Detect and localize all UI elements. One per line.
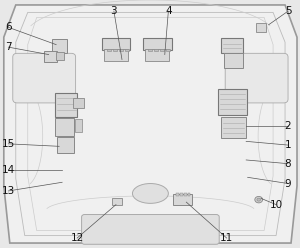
FancyBboxPatch shape bbox=[75, 119, 82, 132]
FancyBboxPatch shape bbox=[107, 49, 111, 51]
FancyBboxPatch shape bbox=[256, 23, 266, 32]
FancyBboxPatch shape bbox=[13, 53, 76, 103]
Text: 7: 7 bbox=[5, 42, 12, 52]
FancyBboxPatch shape bbox=[44, 51, 57, 62]
Text: 1: 1 bbox=[285, 140, 291, 150]
FancyBboxPatch shape bbox=[188, 193, 190, 196]
Text: 5: 5 bbox=[285, 6, 291, 16]
Text: 9: 9 bbox=[285, 179, 291, 188]
Text: 12: 12 bbox=[70, 233, 84, 243]
FancyBboxPatch shape bbox=[145, 49, 169, 61]
FancyBboxPatch shape bbox=[102, 38, 130, 50]
FancyBboxPatch shape bbox=[143, 38, 172, 50]
FancyBboxPatch shape bbox=[180, 193, 183, 196]
FancyBboxPatch shape bbox=[184, 193, 187, 196]
Polygon shape bbox=[4, 5, 297, 243]
FancyBboxPatch shape bbox=[154, 49, 158, 51]
Text: 11: 11 bbox=[220, 233, 233, 243]
FancyBboxPatch shape bbox=[166, 49, 170, 51]
FancyBboxPatch shape bbox=[112, 198, 122, 205]
FancyBboxPatch shape bbox=[82, 215, 219, 244]
FancyBboxPatch shape bbox=[57, 137, 74, 153]
FancyBboxPatch shape bbox=[218, 89, 247, 115]
Text: 8: 8 bbox=[285, 159, 291, 169]
FancyBboxPatch shape bbox=[56, 52, 64, 60]
Ellipse shape bbox=[133, 184, 168, 203]
FancyBboxPatch shape bbox=[148, 49, 152, 51]
FancyBboxPatch shape bbox=[221, 117, 245, 138]
Text: 2: 2 bbox=[285, 122, 291, 131]
Text: 3: 3 bbox=[111, 6, 117, 16]
FancyBboxPatch shape bbox=[52, 39, 67, 53]
Circle shape bbox=[257, 198, 260, 201]
FancyBboxPatch shape bbox=[113, 49, 117, 51]
FancyBboxPatch shape bbox=[224, 53, 243, 68]
Text: 10: 10 bbox=[269, 200, 283, 210]
FancyBboxPatch shape bbox=[221, 38, 243, 53]
Text: 15: 15 bbox=[2, 139, 15, 149]
FancyBboxPatch shape bbox=[176, 193, 179, 196]
Text: 4: 4 bbox=[165, 6, 172, 16]
FancyBboxPatch shape bbox=[104, 49, 128, 61]
FancyBboxPatch shape bbox=[160, 49, 164, 51]
FancyBboxPatch shape bbox=[125, 49, 129, 51]
FancyBboxPatch shape bbox=[119, 49, 123, 51]
Circle shape bbox=[255, 196, 262, 203]
Text: 14: 14 bbox=[2, 165, 15, 175]
FancyBboxPatch shape bbox=[55, 93, 77, 117]
FancyBboxPatch shape bbox=[55, 118, 74, 136]
Text: 6: 6 bbox=[5, 22, 12, 32]
FancyBboxPatch shape bbox=[173, 194, 192, 205]
FancyBboxPatch shape bbox=[225, 53, 288, 103]
FancyBboxPatch shape bbox=[73, 98, 84, 108]
Text: 13: 13 bbox=[2, 186, 15, 196]
